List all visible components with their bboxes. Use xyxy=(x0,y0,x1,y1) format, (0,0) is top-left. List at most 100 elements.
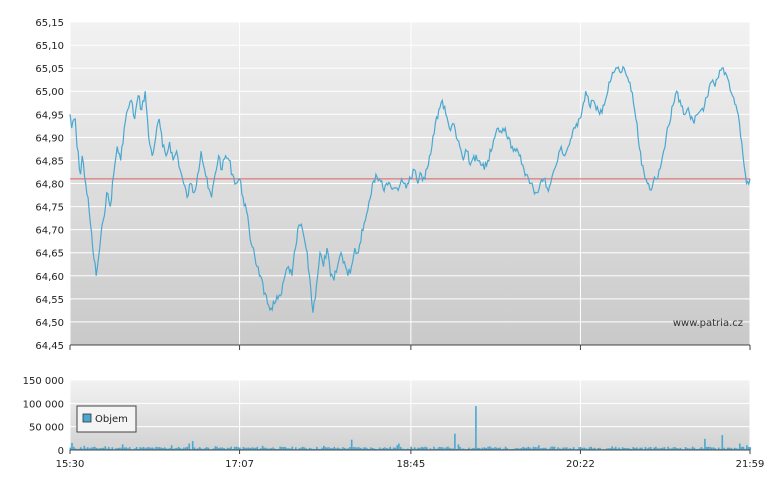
volume-bar xyxy=(443,448,446,450)
volume-bar xyxy=(728,447,731,450)
volume-bar xyxy=(572,447,575,450)
volume-bar xyxy=(288,448,290,450)
volume-bar xyxy=(644,446,647,450)
volume-bar xyxy=(284,447,287,450)
volume-bar xyxy=(623,448,626,450)
volume-bar xyxy=(571,448,573,450)
volume-bar xyxy=(468,447,470,450)
volume-bar xyxy=(121,444,124,450)
volume-bar xyxy=(714,448,717,450)
volume-bar xyxy=(261,445,264,450)
volume-bar xyxy=(106,448,108,450)
volume-bar xyxy=(310,448,313,450)
volume-bar xyxy=(606,448,608,450)
volume-bar xyxy=(237,447,239,450)
volume-bar xyxy=(744,448,746,450)
volume-y-tick-label: 100 000 xyxy=(23,399,64,410)
volume-bar xyxy=(471,448,474,450)
volume-bar xyxy=(536,447,538,450)
volume-bar xyxy=(482,447,484,450)
volume-bar xyxy=(406,448,409,450)
volume-bar xyxy=(419,447,421,450)
volume-bar xyxy=(387,448,390,450)
volume-bar xyxy=(740,447,743,450)
price-y-tick-label: 65,05 xyxy=(35,64,64,75)
volume-bar xyxy=(363,447,365,450)
volume-bar xyxy=(676,448,678,450)
volume-bar xyxy=(162,448,164,450)
volume-bar xyxy=(378,447,381,450)
volume-bar xyxy=(207,447,210,450)
volume-bar xyxy=(653,447,655,450)
volume-bar xyxy=(197,448,199,450)
volume-bar xyxy=(350,439,353,450)
volume-bar xyxy=(323,445,325,450)
volume-bar xyxy=(392,447,395,450)
volume-bar xyxy=(328,447,330,450)
volume-bar xyxy=(721,435,724,450)
volume-bar xyxy=(366,448,369,450)
volume-bar xyxy=(403,448,405,450)
volume-bar xyxy=(123,447,126,450)
volume-bar xyxy=(658,448,661,450)
volume-bar xyxy=(289,448,292,450)
volume-bar xyxy=(412,448,414,450)
volume-bar xyxy=(111,447,114,450)
price-y-tick-label: 64,90 xyxy=(35,133,64,144)
volume-bar xyxy=(492,448,495,450)
volume-bar xyxy=(307,448,309,450)
volume-bar xyxy=(489,446,491,450)
volume-bar xyxy=(316,446,318,450)
volume-bar xyxy=(560,448,563,450)
volume-bar xyxy=(534,447,537,450)
volume-bar xyxy=(632,447,634,450)
volume-bar xyxy=(135,447,138,450)
volume-bar xyxy=(422,447,425,450)
volume-bar xyxy=(214,446,217,450)
volume-bar xyxy=(87,447,89,450)
volume-bar xyxy=(672,447,675,450)
volume-bar xyxy=(314,448,316,450)
volume-bar xyxy=(151,447,154,450)
volume-bar xyxy=(134,448,136,450)
volume-bar xyxy=(693,447,696,450)
volume-bar xyxy=(450,448,453,450)
volume-bar xyxy=(545,447,547,450)
volume-bar xyxy=(263,447,266,450)
volume-bar xyxy=(445,447,447,450)
volume-bar xyxy=(655,446,657,450)
volume-bar xyxy=(702,448,704,450)
volume-bar xyxy=(291,446,294,450)
volume-bar xyxy=(78,448,80,450)
volume-bar xyxy=(515,448,517,450)
volume-bar xyxy=(160,447,162,450)
volume-bar xyxy=(588,447,591,450)
volume-y-tick-labels: 150 000 100 000 50 000 0 xyxy=(23,376,64,457)
volume-bar xyxy=(268,448,271,450)
volume-bar xyxy=(532,446,535,450)
volume-bar xyxy=(709,446,711,450)
volume-bar xyxy=(641,447,643,450)
volume-bar xyxy=(700,447,703,450)
volume-bar xyxy=(398,443,400,450)
volume-bar xyxy=(244,447,246,450)
volume-bar xyxy=(539,448,542,450)
volume-y-tick-label: 50 000 xyxy=(29,423,64,434)
volume-bar xyxy=(469,448,472,450)
volume-bar xyxy=(679,447,682,450)
volume-bar xyxy=(579,447,582,450)
volume-bar xyxy=(342,447,344,450)
volume-bar xyxy=(127,448,129,450)
volume-bar xyxy=(415,448,418,450)
volume-bar xyxy=(667,446,669,450)
volume-bar xyxy=(233,447,236,450)
volume-bar xyxy=(634,447,636,450)
volume-bar xyxy=(125,447,127,450)
volume-bar xyxy=(452,448,454,450)
volume-bar xyxy=(562,447,565,450)
volume-bar xyxy=(270,448,273,450)
volume-bar xyxy=(326,447,329,450)
volume-bar xyxy=(249,448,252,450)
volume-bar xyxy=(347,448,349,450)
volume-bar xyxy=(228,448,231,450)
